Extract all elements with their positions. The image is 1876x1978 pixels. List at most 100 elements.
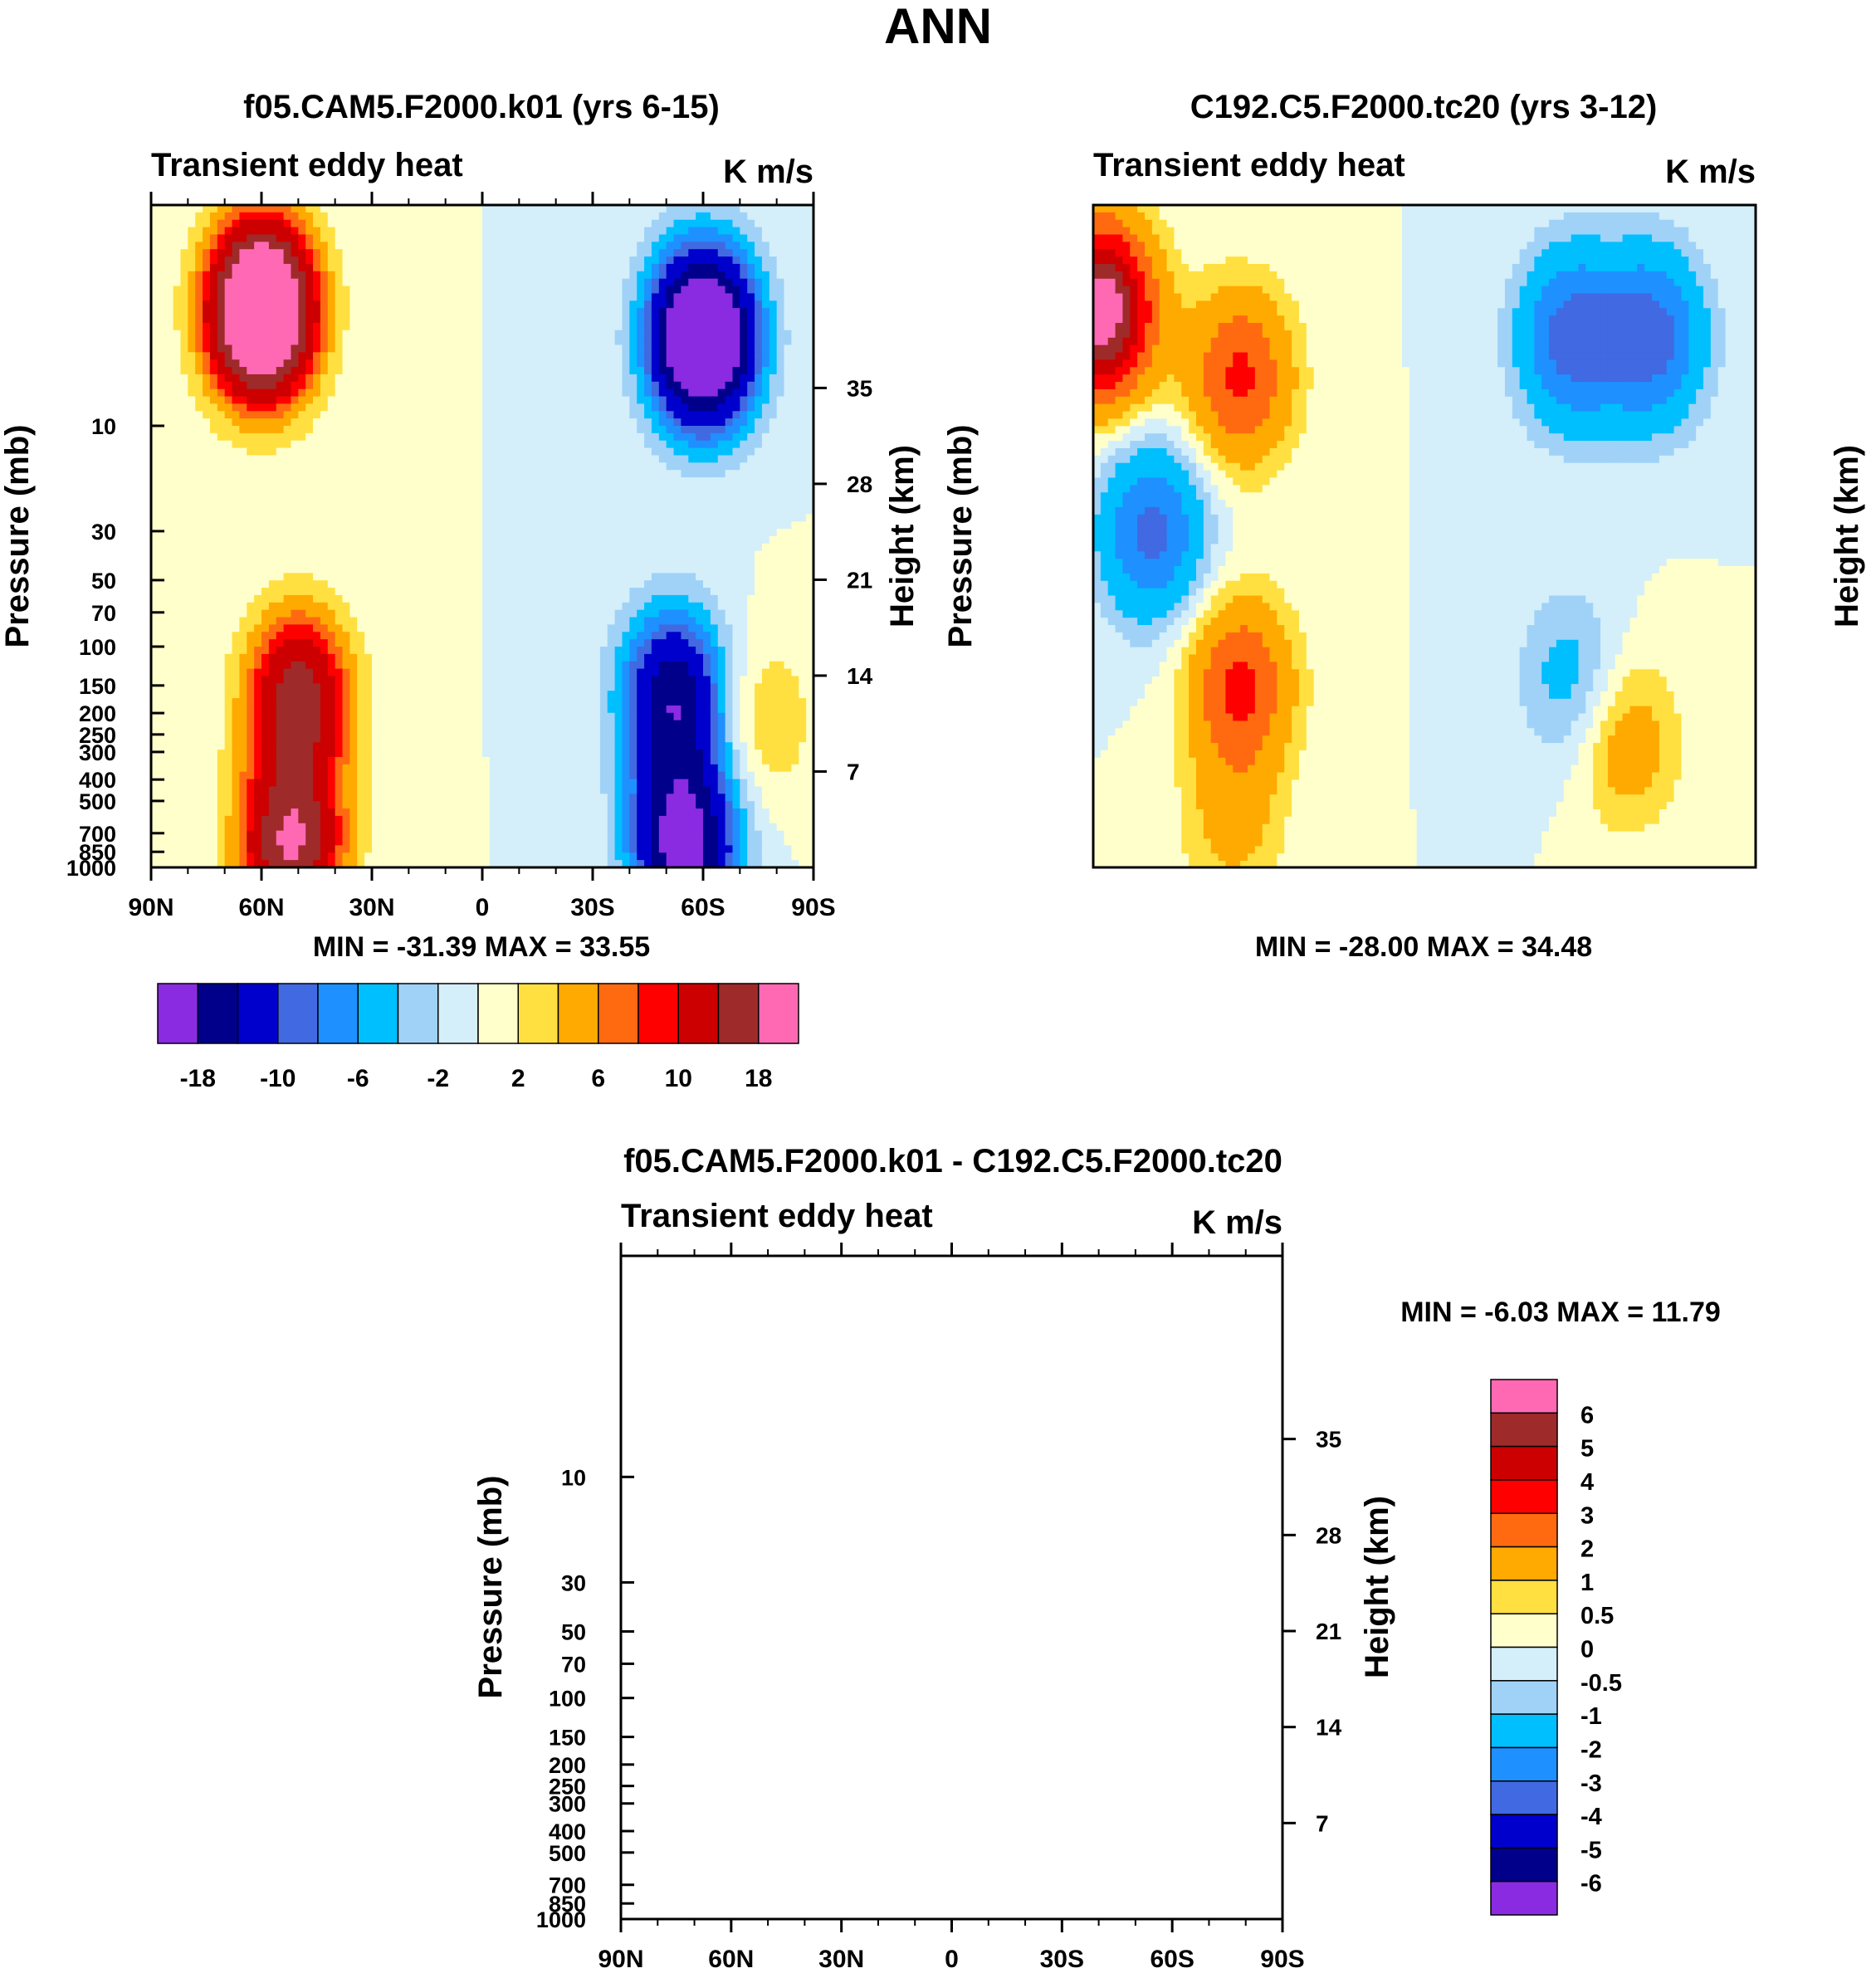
- contour-cell: [239, 499, 247, 508]
- contour-cell: [717, 440, 726, 449]
- contour-cell: [335, 219, 344, 228]
- contour-cell: [673, 536, 682, 545]
- contour-cell: [217, 293, 226, 301]
- contour-cell: [209, 462, 218, 471]
- contour-cell: [489, 499, 498, 508]
- contour-cell: [482, 205, 491, 213]
- contour-cell: [496, 521, 506, 530]
- contour-cell: [408, 271, 417, 280]
- contour-cell: [622, 447, 630, 457]
- contour-cell: [681, 367, 689, 375]
- contour-cell: [283, 367, 292, 375]
- contour-cell: [165, 293, 174, 301]
- contour-cell: [548, 359, 557, 368]
- contour-cell: [467, 543, 476, 552]
- contour-cell: [644, 367, 652, 375]
- contour-cell: [291, 470, 299, 478]
- contour-cell: [445, 602, 454, 611]
- contour-cell: [298, 602, 306, 611]
- contour-cell: [791, 344, 799, 353]
- contour-cell: [372, 367, 380, 375]
- contour-cell: [622, 263, 630, 272]
- contour-cell: [416, 499, 424, 508]
- contour-cell: [644, 271, 652, 280]
- contour-cell: [658, 470, 667, 478]
- contour-cell: [467, 573, 476, 581]
- contour-cell: [239, 550, 247, 559]
- contour-cell: [585, 573, 594, 581]
- contour-cell: [769, 300, 778, 309]
- contour-cell: [195, 558, 203, 567]
- contour-cell: [806, 550, 813, 559]
- contour-cell: [188, 550, 196, 559]
- contour-cell: [379, 367, 388, 375]
- contour-cell: [599, 440, 608, 449]
- contour-cell: [761, 278, 770, 287]
- contour-cell: [372, 491, 380, 501]
- contour-cell: [666, 315, 675, 324]
- contour-cell: [209, 477, 218, 486]
- contour-cell: [614, 256, 623, 265]
- contour-cell: [747, 536, 755, 545]
- contour-cell: [452, 249, 461, 257]
- contour-cell: [445, 418, 454, 427]
- contour-cell: [555, 588, 564, 596]
- contour-cell: [305, 256, 314, 265]
- contour-cell: [761, 426, 770, 434]
- contour-cell: [540, 219, 550, 228]
- contour-cell: [496, 432, 506, 442]
- contour-cell: [806, 374, 813, 383]
- contour-cell: [393, 536, 403, 545]
- contour-cell: [688, 573, 696, 581]
- contour-cell: [445, 529, 454, 537]
- contour-cell: [165, 388, 174, 398]
- contour-cell: [747, 330, 755, 339]
- contour-cell: [806, 426, 813, 434]
- contour-cell: [342, 477, 350, 486]
- contour-cell: [622, 322, 630, 331]
- contour-cell: [578, 558, 586, 567]
- contour-cell: [291, 256, 299, 265]
- contour-cell: [247, 367, 255, 375]
- contour-cell: [452, 455, 461, 463]
- contour-cell: [180, 418, 188, 427]
- contour-cell: [437, 300, 447, 309]
- contour-cell: [467, 300, 476, 309]
- contour-cell: [276, 374, 285, 383]
- contour-cell: [548, 477, 557, 486]
- contour-cell: [195, 484, 203, 493]
- contour-cell: [784, 396, 792, 404]
- contour-cell: [423, 411, 432, 419]
- contour-cell: [349, 234, 358, 242]
- contour-cell: [681, 565, 689, 574]
- contour-cell: [372, 536, 380, 545]
- contour-cell: [791, 558, 799, 567]
- contour-cell: [254, 447, 262, 457]
- contour-cell: [416, 359, 424, 368]
- contour-cell: [209, 227, 218, 236]
- contour-cell: [511, 212, 520, 221]
- contour-cell: [467, 293, 476, 301]
- contour-cell: [688, 440, 696, 449]
- contour-cell: [696, 455, 704, 463]
- contour-cell: [696, 263, 704, 272]
- contour-cell: [357, 594, 365, 603]
- contour-cell: [585, 337, 594, 346]
- contour-cell: [681, 263, 689, 272]
- contour-cell: [755, 529, 763, 537]
- contour-cell: [452, 580, 461, 589]
- contour-cell: [747, 396, 755, 404]
- contour-cell: [563, 432, 571, 442]
- contour-cell: [725, 219, 734, 228]
- contour-cell: [386, 249, 395, 257]
- contour-cell: [379, 543, 388, 552]
- contour-cell: [335, 278, 344, 287]
- contour-cell: [578, 308, 586, 316]
- contour-cell: [327, 271, 336, 280]
- contour-cell: [188, 426, 196, 434]
- contour-cell: [475, 352, 483, 360]
- contour-cell: [165, 271, 174, 280]
- contour-cell: [357, 293, 365, 301]
- contour-cell: [372, 543, 380, 552]
- contour-cell: [563, 330, 571, 339]
